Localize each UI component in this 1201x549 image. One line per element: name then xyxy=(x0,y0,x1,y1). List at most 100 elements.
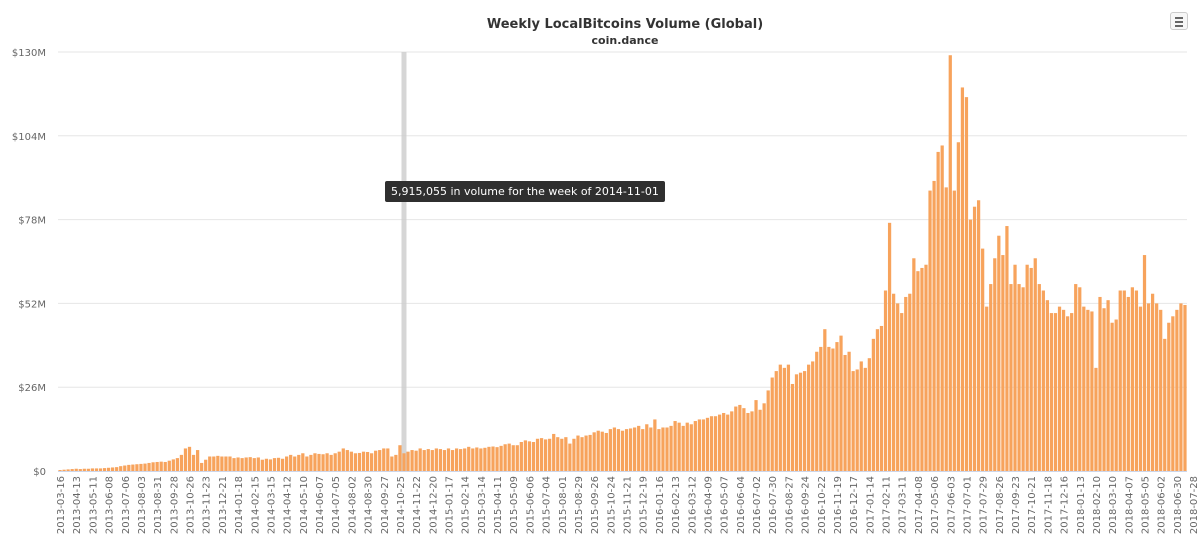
bar[interactable] xyxy=(657,429,661,471)
bar[interactable] xyxy=(588,434,592,471)
bar[interactable] xyxy=(823,329,827,471)
bar[interactable] xyxy=(665,427,669,471)
bar[interactable] xyxy=(309,454,313,471)
bar[interactable] xyxy=(276,457,281,471)
bar[interactable] xyxy=(956,142,960,471)
bar[interactable] xyxy=(1159,309,1163,471)
bar[interactable] xyxy=(653,419,657,471)
bar[interactable] xyxy=(701,419,706,471)
bar[interactable] xyxy=(883,290,888,471)
bar[interactable] xyxy=(985,306,989,471)
bar[interactable] xyxy=(374,450,378,471)
bar[interactable] xyxy=(321,454,325,471)
bar[interactable] xyxy=(774,371,778,471)
bar[interactable] xyxy=(1175,309,1179,471)
bar[interactable] xyxy=(624,429,629,471)
bar[interactable] xyxy=(709,416,714,471)
bar[interactable] xyxy=(531,441,536,471)
bar[interactable] xyxy=(964,97,969,471)
bar[interactable] xyxy=(960,87,965,471)
bar[interactable] xyxy=(422,450,426,471)
bar[interactable] xyxy=(920,267,924,471)
bar[interactable] xyxy=(1142,255,1147,471)
bar[interactable] xyxy=(353,453,358,471)
bar[interactable] xyxy=(212,456,216,471)
bar[interactable] xyxy=(976,200,981,471)
bar[interactable] xyxy=(734,406,738,471)
bar[interactable] xyxy=(131,464,135,471)
bar[interactable] xyxy=(66,469,70,471)
bar[interactable] xyxy=(871,338,876,471)
bar[interactable] xyxy=(430,450,434,471)
bar[interactable] xyxy=(750,411,754,471)
bar[interactable] xyxy=(746,412,750,471)
bar[interactable] xyxy=(119,466,123,471)
bar[interactable] xyxy=(831,348,835,471)
bar[interactable] xyxy=(778,364,782,471)
bar[interactable] xyxy=(738,404,742,471)
bar[interactable] xyxy=(155,461,159,471)
bar[interactable] xyxy=(981,248,985,471)
bar[interactable] xyxy=(341,448,345,471)
bar[interactable] xyxy=(908,293,912,471)
bar[interactable] xyxy=(329,454,333,471)
bar[interactable] xyxy=(863,367,867,471)
bar[interactable] xyxy=(726,414,730,471)
bar[interactable] xyxy=(503,444,507,471)
bar[interactable] xyxy=(564,437,568,471)
bar[interactable] xyxy=(491,446,495,471)
bar[interactable] xyxy=(224,456,228,471)
bar[interactable] xyxy=(74,468,78,471)
bar[interactable] xyxy=(722,412,726,471)
bar[interactable] xyxy=(487,446,491,471)
bar[interactable] xyxy=(1053,313,1058,471)
bar[interactable] xyxy=(434,448,438,471)
bar[interactable] xyxy=(1009,284,1013,471)
bar[interactable] xyxy=(208,456,212,471)
bar[interactable] xyxy=(993,258,997,471)
bar[interactable] xyxy=(232,458,236,471)
bar[interactable] xyxy=(1146,303,1151,471)
bar[interactable] xyxy=(268,459,273,471)
bar[interactable] xyxy=(693,421,697,471)
bar[interactable] xyxy=(685,422,689,471)
bar[interactable] xyxy=(200,462,204,471)
bar[interactable] xyxy=(1017,284,1021,471)
bar[interactable] xyxy=(912,258,916,471)
bar[interactable] xyxy=(1163,338,1167,471)
bar[interactable] xyxy=(454,448,459,471)
bar[interactable] xyxy=(285,456,289,471)
bar[interactable] xyxy=(171,459,175,471)
bar[interactable] xyxy=(892,293,896,471)
bar[interactable] xyxy=(135,464,139,471)
bar[interactable] xyxy=(90,468,95,471)
bar[interactable] xyxy=(414,450,418,471)
bar[interactable] xyxy=(471,448,475,471)
bar[interactable] xyxy=(1029,267,1033,471)
bar[interactable] xyxy=(386,448,390,471)
bar[interactable] xyxy=(713,416,718,471)
bar[interactable] xyxy=(1183,305,1187,471)
bar[interactable] xyxy=(936,151,940,471)
bar[interactable] xyxy=(928,190,932,472)
bar[interactable] xyxy=(305,456,309,471)
bar[interactable] xyxy=(811,361,815,471)
bar[interactable] xyxy=(641,429,645,471)
bar[interactable] xyxy=(195,450,200,471)
bar[interactable] xyxy=(972,206,977,471)
bar[interactable] xyxy=(539,438,544,471)
bar[interactable] xyxy=(896,303,900,471)
bar[interactable] xyxy=(313,453,317,471)
bar[interactable] xyxy=(556,437,560,471)
bar[interactable] xyxy=(349,451,353,471)
bar[interactable] xyxy=(406,451,410,471)
bar[interactable] xyxy=(616,429,621,471)
bar[interactable] xyxy=(106,467,111,471)
bar[interactable] xyxy=(463,448,467,471)
bar[interactable] xyxy=(580,437,584,471)
bar[interactable] xyxy=(369,453,374,471)
bar[interactable] xyxy=(240,458,244,471)
bar[interactable] xyxy=(1078,287,1082,471)
bar[interactable] xyxy=(527,441,532,471)
bar[interactable] xyxy=(887,222,892,471)
